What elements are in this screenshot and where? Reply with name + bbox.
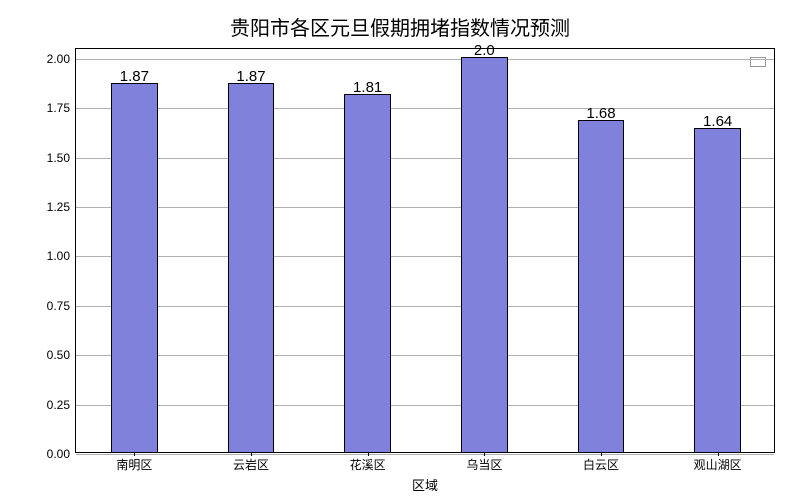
bar	[461, 57, 508, 452]
x-tick-mark	[601, 452, 602, 456]
y-tick-label: 1.00	[47, 249, 76, 263]
x-tick-mark	[368, 452, 369, 456]
bar	[694, 128, 741, 452]
chart-title: 贵阳市各区元旦假期拥堵指数情况预测	[0, 12, 800, 41]
bar	[578, 120, 625, 452]
bar	[111, 83, 158, 452]
y-tick-label: 0.75	[47, 299, 76, 313]
x-axis-label: 区域	[412, 475, 438, 494]
chart-container: 贵阳市各区元旦假期拥堵指数情况预测 0.000.250.500.751.001.…	[0, 0, 800, 500]
bar-value-label: 1.87	[236, 68, 265, 85]
grid-line	[76, 256, 774, 257]
y-tick-label: 0.25	[47, 398, 76, 412]
x-tick-mark	[718, 452, 719, 456]
y-tick-label: 1.50	[47, 151, 76, 165]
plot-area: 0.000.250.500.751.001.251.501.752.001.87…	[75, 48, 775, 453]
bar-value-label: 1.87	[120, 68, 149, 85]
bar-value-label: 1.68	[586, 105, 615, 122]
grid-line	[76, 207, 774, 208]
y-tick-label: 1.75	[47, 101, 76, 115]
x-tick-mark	[484, 452, 485, 456]
y-tick-label: 2.00	[47, 52, 76, 66]
y-tick-label: 1.25	[47, 200, 76, 214]
y-tick-label: 0.00	[47, 447, 76, 461]
grid-line	[76, 405, 774, 406]
bar-value-label: 1.64	[703, 113, 732, 130]
x-tick-mark	[134, 452, 135, 456]
bar	[228, 83, 275, 452]
grid-line	[76, 454, 774, 455]
grid-line	[76, 306, 774, 307]
bar-value-label: 2.0	[474, 42, 495, 59]
x-tick-mark	[251, 452, 252, 456]
grid-line	[76, 158, 774, 159]
grid-line	[76, 355, 774, 356]
grid-line	[76, 59, 774, 60]
y-tick-label: 0.50	[47, 348, 76, 362]
bar	[344, 94, 391, 452]
bar-value-label: 1.81	[353, 79, 382, 96]
grid-line	[76, 108, 774, 109]
